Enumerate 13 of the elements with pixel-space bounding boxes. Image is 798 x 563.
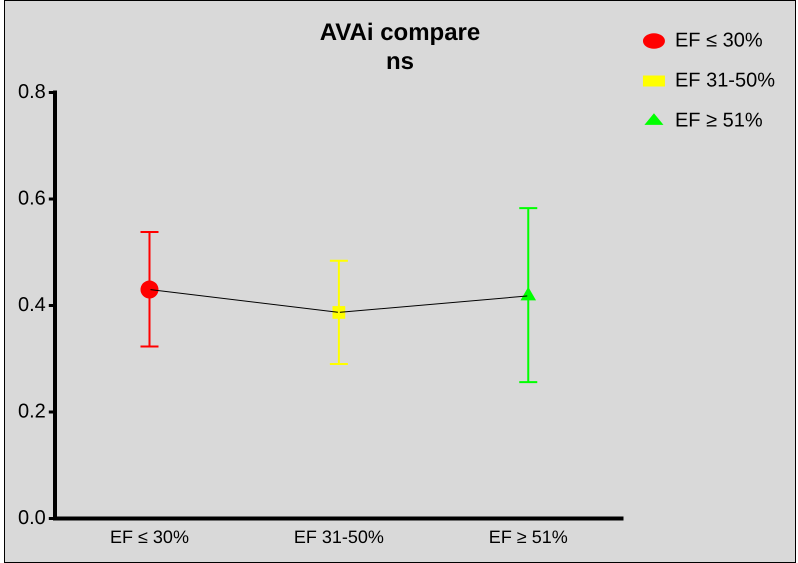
chart-title: AVAi compare <box>320 19 480 46</box>
x-tick-label: EF ≤ 30% <box>110 527 189 548</box>
y-tick-label: 0.4 <box>18 294 46 316</box>
legend-label: EF ≤ 30% <box>674 30 763 52</box>
chart-subtitle: ns <box>386 48 414 75</box>
x-tick-label: EF ≥ 51% <box>488 527 568 548</box>
y-tick-label: 0.8 <box>18 81 46 104</box>
x-tick-label: EF 31-50% <box>294 527 384 548</box>
y-tick-label: 0.2 <box>18 400 46 422</box>
y-tick-label: 0.0 <box>18 506 46 529</box>
y-tick-label: 0.6 <box>18 188 46 210</box>
legend-label: EF 31-50% <box>674 70 776 92</box>
legend-label: EF ≥ 51% <box>674 110 763 132</box>
